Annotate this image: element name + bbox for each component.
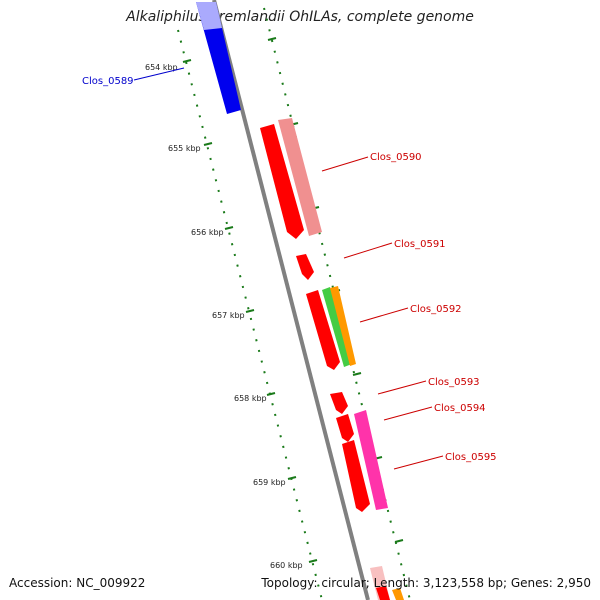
ruler-inner xyxy=(177,29,323,600)
gene-clos-0590-inner[interactable] xyxy=(260,124,304,239)
leader-clos-0595 xyxy=(393,455,444,470)
leader-clos-0592 xyxy=(359,307,409,323)
gene-clos-0595-magenta[interactable] xyxy=(354,410,388,510)
genome-backbone xyxy=(212,0,370,600)
tick-658 xyxy=(266,392,276,396)
label-clos-0595[interactable]: Clos_0595 xyxy=(445,452,497,463)
label-clos-0592[interactable]: Clos_0592 xyxy=(410,304,462,315)
leader-clos-0593 xyxy=(377,380,427,395)
accession-text: Accession: NC_009922 xyxy=(9,576,146,590)
gene-fade-top xyxy=(196,2,222,30)
label-clos-0590[interactable]: Clos_0590 xyxy=(370,152,422,163)
label-clos-0594[interactable]: Clos_0594 xyxy=(434,403,486,414)
tick-label-658: 658 kbp xyxy=(234,394,267,403)
leader-clos-0591 xyxy=(343,242,393,259)
gene-clos-0595-red[interactable] xyxy=(342,440,370,512)
tick-660 xyxy=(308,559,318,563)
gene-clos-0594[interactable] xyxy=(336,414,354,442)
gene-clos-0593[interactable] xyxy=(330,392,348,414)
tick-label-656: 656 kbp xyxy=(191,228,224,237)
tick-657 xyxy=(245,309,255,313)
genome-stats-text: Topology: circular; Length: 3,123,558 bp… xyxy=(261,576,591,590)
gene-clos-0591[interactable] xyxy=(296,254,314,280)
gene-clos-0592-green[interactable] xyxy=(322,287,352,367)
tick-659 xyxy=(287,476,297,480)
tick-label-657: 657 kbp xyxy=(212,311,245,320)
leader-clos-0589 xyxy=(133,67,185,81)
tick-label-659: 659 kbp xyxy=(253,478,286,487)
tick-marks xyxy=(182,59,318,563)
label-clos-0591[interactable]: Clos_0591 xyxy=(394,239,446,250)
gene-clos-0592-orange[interactable] xyxy=(330,286,356,366)
gene-clos-0592-red[interactable] xyxy=(306,290,340,370)
label-clos-0589[interactable]: Clos_0589 xyxy=(82,76,134,87)
tick-label-655: 655 kbp xyxy=(168,144,201,153)
tick-656 xyxy=(224,226,234,230)
gene-bottom-red[interactable] xyxy=(376,586,390,600)
leader-clos-0590 xyxy=(321,156,369,172)
gene-clos-0590-outer[interactable] xyxy=(278,118,322,236)
gene-bottom-orange[interactable] xyxy=(392,588,404,600)
gene-clos-0589[interactable] xyxy=(196,2,241,114)
tick-654 xyxy=(182,59,192,63)
tick-655 xyxy=(203,142,213,146)
label-clos-0593[interactable]: Clos_0593 xyxy=(428,377,480,388)
leader-clos-0594 xyxy=(383,406,433,421)
tick-label-660: 660 kbp xyxy=(270,561,303,570)
tick-label-654: 654 kbp xyxy=(145,63,178,72)
